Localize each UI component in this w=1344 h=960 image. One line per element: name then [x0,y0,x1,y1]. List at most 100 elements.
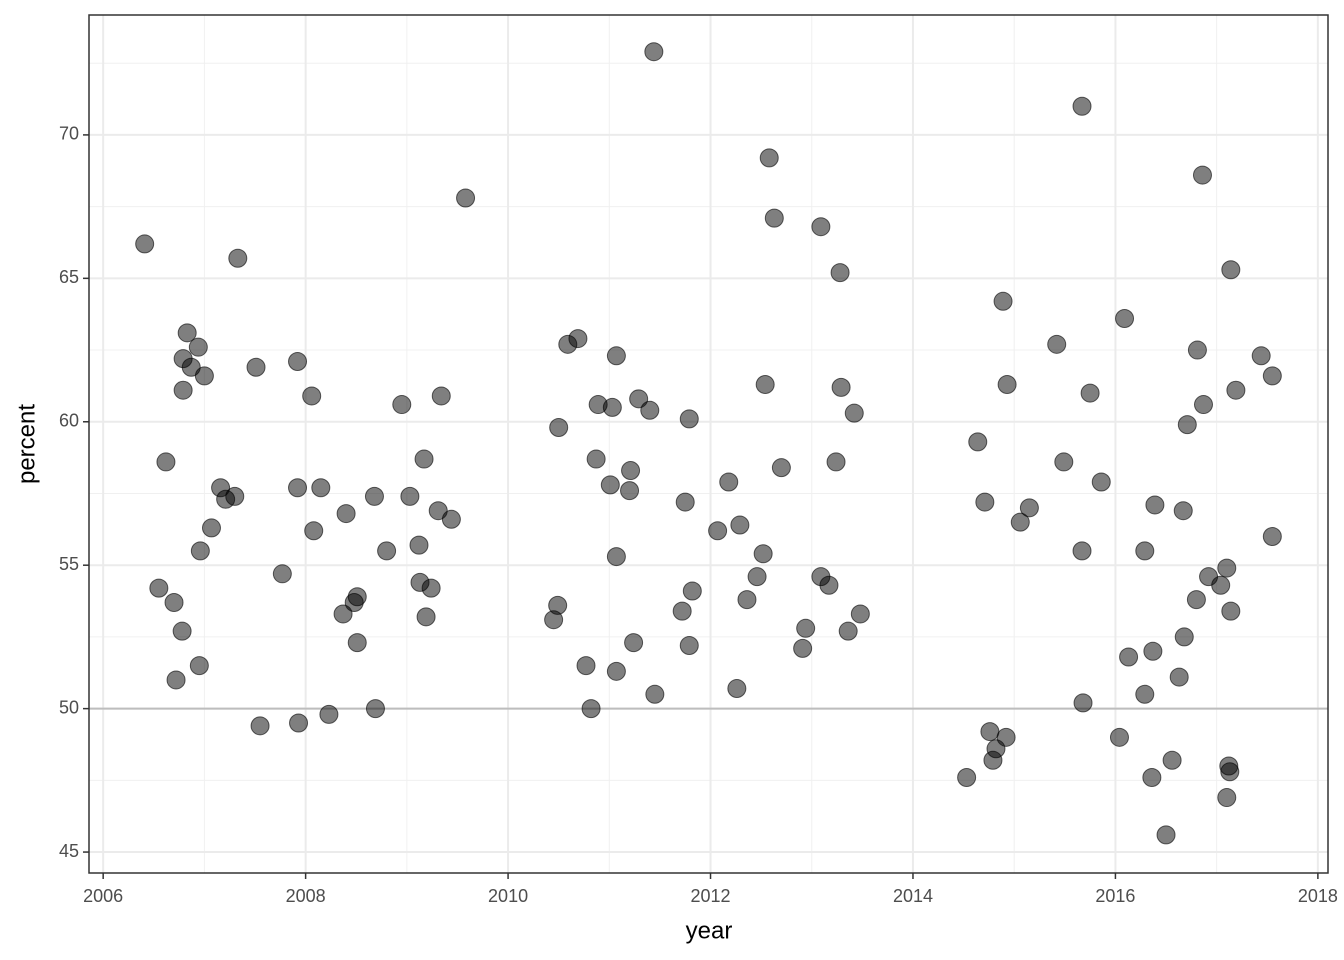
point [225,486,245,506]
point [1142,767,1162,787]
point [548,595,568,615]
point [1262,527,1282,547]
point [682,581,702,601]
point [365,699,385,719]
point [975,492,995,512]
point [568,329,588,349]
x-tick-label: 2006 [83,886,123,906]
x-tick-label: 2018 [1298,886,1338,906]
point [830,263,850,283]
point [719,472,739,492]
y-tick-label: 60 [59,411,79,431]
point [1080,383,1100,403]
point [576,656,596,676]
x-tick-label: 2016 [1095,886,1135,906]
x-tick-label: 2012 [691,886,731,906]
point [1135,541,1155,561]
point [826,452,846,472]
point [1177,415,1197,435]
point [416,607,436,627]
y-tick-label: 50 [59,697,79,717]
point [759,148,779,168]
point [333,604,353,624]
point [377,541,397,561]
point [189,656,209,676]
point [796,618,816,638]
point [1143,641,1163,661]
point [392,395,412,415]
point [586,449,606,469]
x-tick-label: 2008 [286,886,326,906]
point [730,515,750,535]
point [166,670,186,690]
point [414,449,434,469]
point [1174,627,1194,647]
point [602,397,622,417]
point [1262,366,1282,386]
point [549,418,569,438]
point [1169,667,1189,687]
point [819,575,839,595]
point [621,461,641,481]
point [201,518,221,538]
point [1226,380,1246,400]
x-tick-label: 2014 [893,886,933,906]
point [1156,825,1176,845]
point [980,722,1000,742]
point [645,684,665,704]
point [311,478,331,498]
point [679,409,699,429]
point [675,492,695,512]
point [1109,727,1129,747]
point [838,621,858,641]
point [737,590,757,610]
point [194,366,214,386]
point [993,291,1013,311]
point [364,486,384,506]
point [172,621,192,641]
point [421,578,441,598]
point [1047,334,1067,354]
point [581,699,601,719]
point [771,458,791,478]
point [1010,512,1030,532]
point [441,509,461,529]
point [1091,472,1111,492]
point [629,389,649,409]
point [606,661,626,681]
point [181,357,201,377]
point [1221,260,1241,280]
point [957,767,977,787]
point [606,547,626,567]
point [1192,165,1212,185]
point [288,478,308,498]
point [177,323,197,343]
point [1145,495,1165,515]
point [188,337,208,357]
y-axis-title: percent [13,404,40,484]
point [347,633,367,653]
point [620,481,640,501]
x-axis-title: year [686,917,733,944]
point [968,432,988,452]
y-tick-label: 65 [59,267,79,287]
point [428,501,448,521]
point [302,386,322,406]
point [409,535,429,555]
point [135,234,155,254]
point [456,188,476,208]
y-tick-label: 55 [59,554,79,574]
point [1019,498,1039,518]
y-tick-label: 45 [59,841,79,861]
y-tick-label: 70 [59,124,79,144]
point [624,633,644,653]
point [431,386,451,406]
point [1193,395,1213,415]
point [1217,558,1237,578]
point [844,403,864,423]
point [708,521,728,541]
point [173,380,193,400]
point [250,716,270,736]
point [727,679,747,699]
point [679,636,699,656]
